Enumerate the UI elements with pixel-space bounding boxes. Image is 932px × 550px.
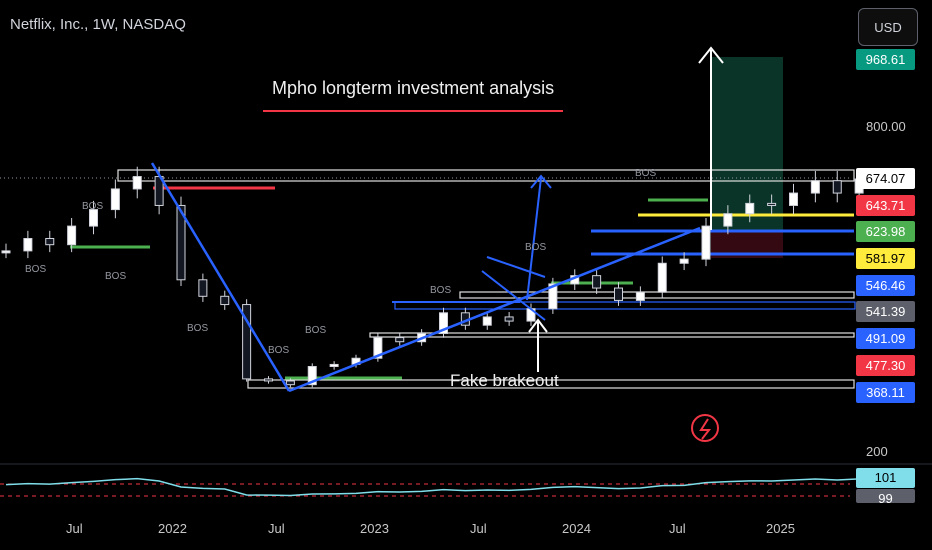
candle-body [592,275,602,289]
candle-body [264,378,273,382]
time-label-2023: 2023 [360,521,389,536]
time-label-jul-2022: Jul [268,521,285,536]
white-box-541 [459,291,855,299]
bos-label: BOS [187,323,208,334]
candle-body [45,237,55,246]
fake-breakout-arrow-head [528,318,548,333]
target-arrow-head [698,46,724,64]
candle-body [657,262,667,293]
candle-body [439,312,448,334]
wedge-top [486,256,546,278]
bos-label: BOS [82,201,103,212]
candle-body [701,225,711,260]
indicator-tag-1: 101 [856,468,915,488]
price-tag-yellow: 581.97 [856,248,915,269]
candle-body [635,291,645,301]
time-label-jul-2023: Jul [470,521,487,536]
candle-body [132,176,142,190]
bos-label: BOS [305,325,326,336]
price-tag-blue-3: 368.11 [856,382,915,403]
bos-label: BOS [430,285,451,296]
fake-breakout-label: Fake brakeout [450,371,559,390]
candle-body [307,365,317,386]
price-tag-blue-1: 546.46 [856,275,915,296]
candle-body [614,287,623,301]
candle-body [810,180,820,194]
candle-body [110,188,120,211]
price-scale-label-800: 800.00 [866,119,906,134]
time-label-jul-2021: Jul [66,521,83,536]
candle-body [504,316,514,322]
candle-body [1,250,11,254]
price-tag-blue-2: 491.09 [856,328,915,349]
blue-box-546 [394,301,856,310]
breakout-arrow-shaft [526,177,542,301]
candle-body [67,225,77,246]
target-zone [711,57,783,232]
downtrend-line [150,162,291,392]
breakout-arrow-head [530,174,552,189]
candle-body [220,295,230,306]
bos-label: BOS [635,168,656,179]
uptrend-line [288,226,701,393]
bos-label: BOS [105,271,126,282]
candle-body [723,213,733,227]
candle-body [198,279,208,297]
candle-body [767,202,777,206]
time-label-2025: 2025 [766,521,795,536]
candle-body [548,283,558,310]
white-box-491 [369,332,855,338]
candle-body [745,202,755,215]
price-tag-red-1: 643.71 [856,195,915,216]
time-label-jul-2024: Jul [669,521,686,536]
price-tag-target: 968.61 [856,49,915,70]
candle-body [242,304,252,380]
flash-bolt-icon [699,418,712,440]
time-label-2024: 2024 [562,521,591,536]
candle-body [373,337,383,359]
white-box-bottom [247,379,855,389]
price-tag-grey: 541.39 [856,301,915,322]
price-scale-label-200: 200 [866,444,888,459]
candle-body [789,192,798,206]
flash-icon [691,414,719,442]
price-tag-last: 674.07 [856,168,915,189]
candle-body [23,237,33,252]
bos-label: BOS [525,242,546,253]
candle-body [395,337,405,343]
candle-body [329,363,339,367]
time-label-2022: 2022 [158,521,187,536]
candle-body [89,209,98,227]
indicator-line [5,477,860,497]
analysis-title: Mpho longterm investment analysis [272,78,555,98]
resistance-box [117,169,855,182]
indicator-tag-2: 99 [856,489,915,503]
price-tag-red-2: 477.30 [856,355,915,376]
candle-body [285,380,295,386]
candle-body [176,204,186,281]
symbol-title: Netflix, Inc., 1W, NASDAQ [10,16,186,33]
candle-body [832,180,842,194]
bos-label: BOS [268,345,289,356]
candle-body [679,258,689,264]
bos-label: BOS [25,264,46,275]
candle-body [482,316,492,326]
wedge-bottom [481,270,546,321]
currency-button[interactable]: USD [858,8,918,46]
price-tag-green: 623.98 [856,221,915,242]
